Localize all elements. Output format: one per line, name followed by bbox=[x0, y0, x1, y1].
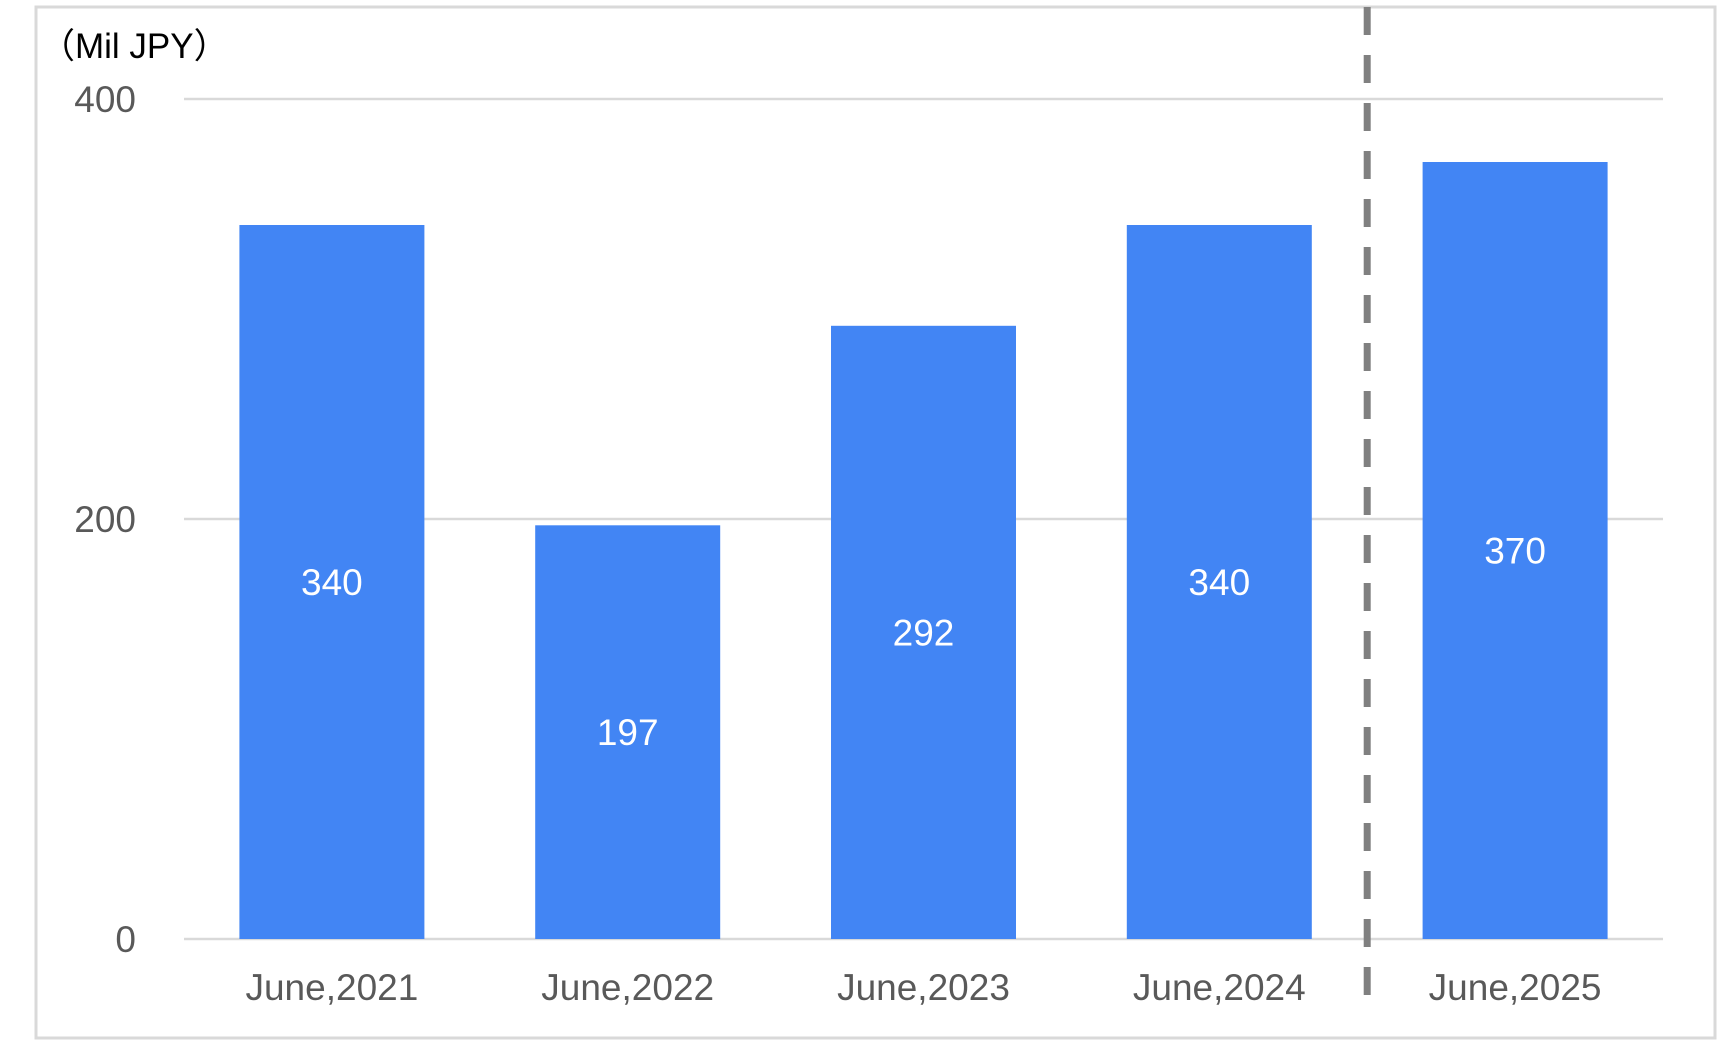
data-label: 197 bbox=[597, 712, 659, 753]
data-label: 370 bbox=[1484, 531, 1546, 572]
bar bbox=[239, 225, 425, 939]
bar bbox=[831, 325, 1016, 939]
y-tick-label: 400 bbox=[74, 79, 136, 120]
bar bbox=[535, 525, 721, 939]
y-tick-label: 0 bbox=[115, 919, 136, 960]
x-tick-label: June,2023 bbox=[837, 967, 1010, 1008]
bar bbox=[1422, 162, 1608, 939]
data-label: 340 bbox=[301, 562, 363, 603]
x-tick-label: June,2022 bbox=[541, 967, 714, 1008]
data-label: 340 bbox=[1188, 562, 1250, 603]
x-tick-label: June,2025 bbox=[1429, 967, 1602, 1008]
unit-label: （Mil JPY） bbox=[40, 27, 229, 66]
y-tick-label: 200 bbox=[74, 499, 136, 540]
data-label: 292 bbox=[893, 612, 955, 653]
bar bbox=[1126, 225, 1312, 939]
x-tick-label: June,2021 bbox=[245, 967, 418, 1008]
x-tick-label: June,2024 bbox=[1133, 967, 1306, 1008]
